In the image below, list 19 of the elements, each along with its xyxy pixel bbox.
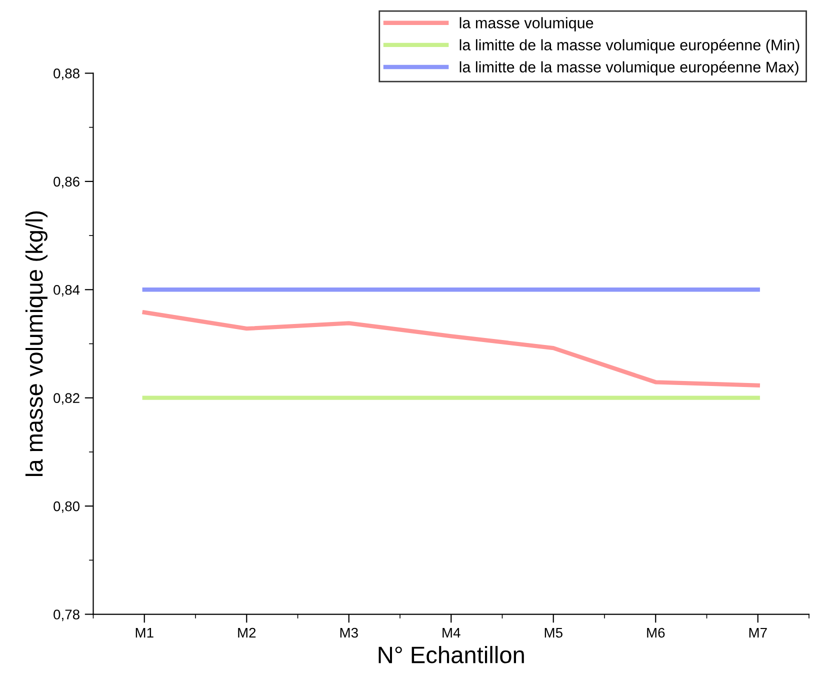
x-tick-label: M3 xyxy=(340,628,358,638)
y-tick-label: 0,82 xyxy=(54,393,80,405)
x-tick-label: M1 xyxy=(136,628,154,638)
x-tick-label: M5 xyxy=(544,628,562,638)
legend-label: la limitte de la masse volumique européenne (Min) xyxy=(460,39,800,54)
x-tick-label: M6 xyxy=(647,628,665,638)
x-tick-label: M2 xyxy=(238,628,256,638)
line-series xyxy=(142,310,760,388)
y-tick-label: 0,78 xyxy=(54,610,80,622)
y-tick-label: 0,84 xyxy=(54,284,80,296)
y-axis-title: la masse volumique (kg/l) xyxy=(25,211,48,476)
y-tick-label: 0,86 xyxy=(54,176,80,188)
x-axis-title: N° Echantillon xyxy=(378,646,524,664)
x-tick-label: M4 xyxy=(442,628,460,638)
legend-label: la masse volumique xyxy=(460,17,594,32)
x-tick-label: M7 xyxy=(749,628,767,638)
y-tick-label: 0,88 xyxy=(54,68,80,80)
legend-label: la limitte de la masse volumique européenne Max) xyxy=(460,61,798,76)
y-tick-label: 0,80 xyxy=(54,501,80,513)
